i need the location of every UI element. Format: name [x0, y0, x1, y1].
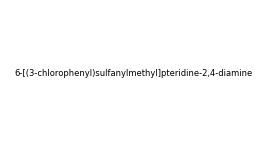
- Text: 6-[(3-chlorophenyl)sulfanylmethyl]pteridine-2,4-diamine: 6-[(3-chlorophenyl)sulfanylmethyl]pterid…: [14, 68, 252, 78]
